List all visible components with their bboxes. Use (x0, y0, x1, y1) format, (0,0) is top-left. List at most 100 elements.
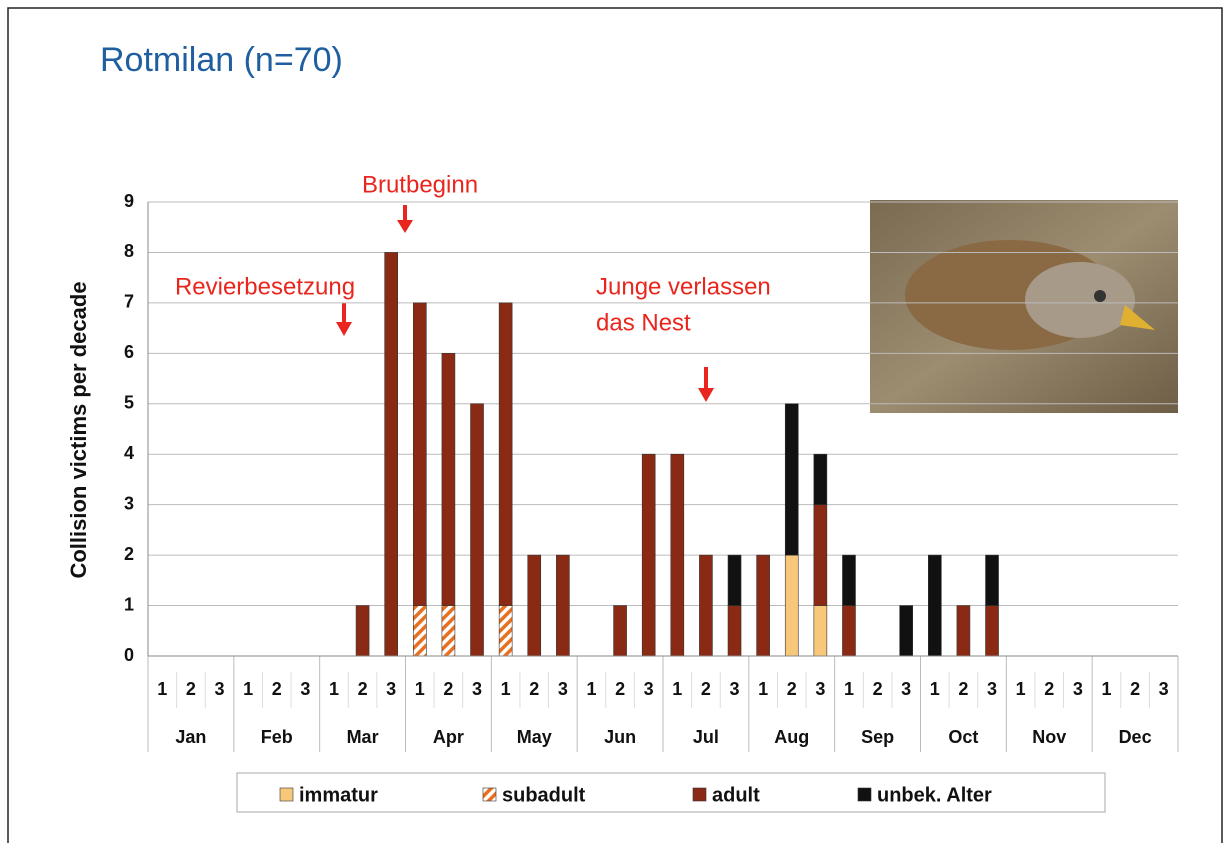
bar-segment (441, 605, 456, 657)
y-tick-label: 4 (124, 443, 134, 463)
x-tick-label: 2 (701, 679, 711, 699)
bar-segment (527, 554, 542, 657)
annotation: Junge verlassen (596, 273, 771, 300)
bar-segment (784, 403, 799, 556)
bar-segment (813, 504, 828, 606)
legend-swatch (692, 787, 707, 802)
x-tick-label: 3 (1073, 679, 1083, 699)
y-tick-label: 9 (124, 191, 134, 211)
frame (7, 7, 1223, 843)
bar-segment (641, 453, 656, 657)
month-label: Dec (1119, 727, 1152, 747)
bar-segment (727, 554, 742, 606)
x-tick-label: 2 (1044, 679, 1054, 699)
x-tick-label: 3 (472, 679, 482, 699)
x-tick-label: 3 (215, 679, 225, 699)
x-tick-label: 1 (930, 679, 940, 699)
x-tick-label: 3 (386, 679, 396, 699)
x-tick-label: 3 (644, 679, 654, 699)
bar-segment (556, 554, 570, 657)
x-tick-label: 2 (529, 679, 539, 699)
x-tick-label: 3 (901, 679, 911, 699)
x-tick-label: 3 (558, 679, 568, 699)
x-tick-label: 1 (157, 679, 167, 699)
legend-swatch (482, 787, 497, 802)
legend-swatch (857, 787, 872, 802)
bar-segment (498, 302, 513, 606)
x-tick-label: 2 (443, 679, 453, 699)
x-tick-label: 1 (586, 679, 596, 699)
x-tick-label: 2 (186, 679, 196, 699)
month-label: Jul (693, 727, 719, 747)
annotation: das Nest (596, 309, 691, 336)
month-label: Apr (433, 727, 464, 747)
month-label: Aug (774, 727, 809, 747)
x-tick-label: 2 (958, 679, 968, 699)
bar-segment (928, 554, 942, 657)
bar-segment (784, 554, 799, 657)
x-tick-label: 1 (1101, 679, 1111, 699)
x-tick-label: 3 (730, 679, 740, 699)
legend-label: immatur (299, 784, 378, 806)
legend-label: unbek. Alter (877, 784, 992, 806)
month-label: Oct (948, 727, 978, 747)
x-tick-label: 2 (272, 679, 282, 699)
month-label: Jan (175, 727, 206, 747)
bar-segment (727, 605, 742, 657)
x-tick-label: 1 (844, 679, 854, 699)
x-tick-label: 3 (815, 679, 825, 699)
legend-box (236, 772, 1106, 813)
bar-segment (699, 554, 713, 657)
y-tick-label: 3 (124, 493, 134, 513)
y-axis-label: Collision victims per decade (66, 281, 91, 578)
x-tick-label: 2 (615, 679, 625, 699)
bar-segment (470, 403, 484, 657)
bar-segment (842, 605, 856, 657)
bar-segment (756, 554, 770, 657)
x-tick-label: 3 (1159, 679, 1169, 699)
annotation: Revierbesetzung (175, 273, 355, 300)
x-tick-label: 2 (873, 679, 883, 699)
x-tick-label: 1 (501, 679, 511, 699)
bar-segment (413, 605, 427, 657)
bar-segment (498, 605, 513, 657)
bar-segment (813, 605, 828, 657)
photo (870, 200, 1178, 413)
bar-segment (413, 302, 427, 606)
bar-segment (842, 554, 856, 606)
bar-segment (384, 252, 398, 657)
x-tick-label: 1 (329, 679, 339, 699)
bar-segment (813, 453, 828, 505)
legend-label: subadult (502, 784, 586, 806)
legend-label: adult (712, 784, 760, 806)
y-tick-label: 6 (124, 342, 134, 362)
x-tick-label: 2 (1130, 679, 1140, 699)
x-tick-label: 2 (787, 679, 797, 699)
y-tick-label: 7 (124, 292, 134, 312)
y-tick-label: 5 (124, 393, 134, 413)
x-tick-label: 3 (987, 679, 997, 699)
bar-segment (670, 453, 685, 657)
y-tick-label: 8 (124, 241, 134, 261)
annotation: Brutbeginn (362, 171, 478, 198)
y-tick-label: 2 (124, 544, 134, 564)
x-tick-label: 1 (243, 679, 253, 699)
month-label: May (517, 727, 552, 747)
bar-segment (985, 554, 999, 606)
bar-segment (956, 605, 971, 657)
bar-segment (899, 605, 913, 657)
x-tick-label: 2 (358, 679, 368, 699)
bar-segment (985, 605, 999, 657)
y-tick-label: 1 (124, 594, 134, 614)
x-tick-label: 1 (1016, 679, 1026, 699)
bar-segment (441, 353, 456, 606)
x-tick-label: 1 (415, 679, 425, 699)
bar-segment (355, 605, 370, 657)
month-label: Mar (347, 727, 379, 747)
month-label: Jun (604, 727, 636, 747)
month-label: Nov (1032, 727, 1066, 747)
chart-title: Rotmilan (n=70) (100, 41, 343, 79)
x-tick-label: 1 (758, 679, 768, 699)
x-tick-label: 3 (300, 679, 310, 699)
